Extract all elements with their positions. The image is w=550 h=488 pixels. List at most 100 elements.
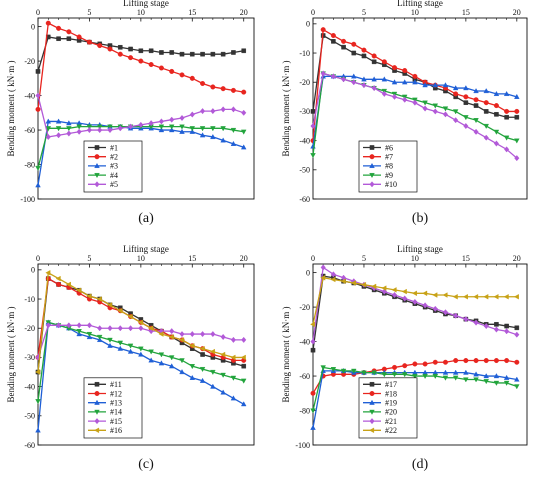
data-point	[514, 155, 520, 162]
data-point	[138, 58, 144, 64]
data-point	[463, 377, 469, 383]
data-point	[66, 322, 72, 329]
y-tick-label: -60	[299, 195, 310, 204]
series-n15	[35, 322, 247, 361]
data-point	[493, 129, 500, 135]
series-n1	[35, 34, 247, 74]
data-point	[199, 367, 206, 373]
data-point	[168, 334, 174, 340]
data-point	[76, 34, 82, 40]
data-point	[442, 82, 449, 88]
data-point	[86, 124, 93, 130]
data-point	[504, 358, 510, 364]
data-point	[402, 295, 408, 302]
legend-entry: #7	[385, 153, 393, 162]
data-point	[340, 278, 346, 284]
x-axis: 0 5 10 15 20	[36, 254, 255, 268]
data-point	[179, 369, 185, 375]
data-point	[148, 48, 154, 54]
x-tick-label: 0	[311, 254, 315, 263]
y-tick-label: -20	[299, 78, 310, 87]
data-point	[310, 338, 316, 345]
x-tick-label: 10	[137, 8, 145, 17]
data-point	[493, 140, 500, 147]
data-point	[504, 114, 509, 120]
data-point	[320, 275, 326, 281]
y-tick-label: -100	[20, 195, 35, 204]
data-point	[107, 46, 113, 52]
data-point	[402, 96, 408, 103]
legend-marker	[94, 173, 100, 179]
data-point	[210, 108, 216, 115]
legend-entry: #8	[385, 162, 393, 171]
data-point	[210, 84, 216, 90]
data-point	[230, 375, 237, 381]
data-point	[442, 309, 449, 316]
data-point	[493, 103, 499, 109]
data-point	[179, 114, 185, 122]
data-point	[86, 293, 92, 299]
data-point	[514, 138, 520, 144]
data-point	[341, 38, 347, 44]
data-point	[331, 39, 336, 44]
y-axis: 0 -20 -40 -60 -80 -100	[295, 268, 317, 450]
data-point	[422, 100, 428, 106]
data-point	[473, 293, 479, 300]
data-point	[503, 293, 509, 300]
data-point	[310, 424, 316, 430]
data-point	[391, 79, 398, 85]
legend-entry: #10	[385, 180, 397, 189]
data-point	[56, 36, 61, 41]
legend: #6#7#8#9#10	[358, 140, 418, 193]
data-point	[412, 99, 418, 106]
data-point	[230, 395, 237, 401]
data-point	[514, 384, 520, 390]
data-point	[210, 134, 216, 140]
data-point	[514, 114, 520, 120]
data-point	[483, 109, 489, 114]
data-point	[310, 321, 316, 328]
data-point	[340, 368, 347, 374]
data-point	[66, 36, 72, 41]
legend-marker	[94, 154, 100, 160]
panel-3: 0 5 10 15 20 0 -10 -20 -30 -40 -50 -60 Lifting stage…	[6, 244, 255, 472]
data-point	[422, 82, 428, 88]
data-point	[230, 106, 237, 113]
data-point	[230, 127, 237, 133]
data-point	[442, 375, 449, 381]
data-point	[96, 334, 103, 340]
data-point	[200, 51, 205, 57]
data-point	[504, 328, 510, 335]
data-point	[473, 358, 479, 364]
data-point	[493, 293, 499, 300]
panel-label: (c)	[138, 457, 154, 472]
y-tick-label: -30	[299, 107, 310, 116]
data-point	[148, 120, 154, 127]
data-point	[473, 97, 479, 103]
x-tick-label: 20	[240, 254, 248, 263]
data-point	[483, 100, 489, 106]
data-point	[351, 73, 357, 79]
y-tick-label: 0	[31, 266, 35, 275]
data-point	[35, 369, 41, 375]
x-axis: 0 5 10 15 20	[36, 8, 255, 22]
y-tick-label: -40	[299, 337, 310, 346]
data-point	[117, 45, 123, 50]
data-point	[503, 374, 510, 380]
data-point	[432, 103, 439, 109]
data-point	[483, 379, 489, 385]
data-point	[453, 91, 459, 97]
data-point	[412, 361, 418, 367]
legend-entry: #18	[385, 389, 397, 398]
data-point	[138, 121, 144, 128]
data-point	[35, 165, 41, 171]
data-point	[210, 383, 216, 389]
data-point	[158, 352, 165, 358]
data-point	[117, 51, 123, 57]
data-point	[200, 352, 205, 357]
legend-entry: #15	[110, 417, 122, 426]
data-point	[240, 354, 246, 361]
data-point	[199, 126, 206, 132]
data-point	[189, 342, 195, 349]
data-point	[55, 322, 62, 329]
